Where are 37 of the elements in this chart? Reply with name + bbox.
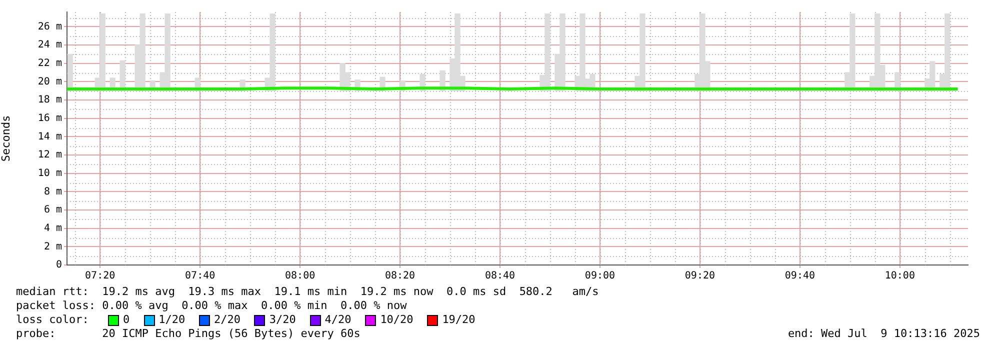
y-tick-label: 12 m <box>38 150 62 161</box>
x-tick-label: 10:00 <box>884 270 915 282</box>
bar <box>120 60 126 92</box>
y-tick-label: 0 <box>56 260 62 271</box>
y-tick-label: 2 m <box>44 241 62 252</box>
x-tick-label: 08:40 <box>484 270 516 282</box>
text: end: Wed Jul 9 10:13:16 2025 <box>788 327 980 340</box>
y-tick-label: 16 m <box>38 112 62 124</box>
y-tick-label: 10 m <box>38 168 62 179</box>
x-tick-label: 08:00 <box>284 270 316 282</box>
y-tick-label: 14 m <box>38 131 62 142</box>
x-tick-label: 07:40 <box>185 270 216 282</box>
y-tick-label: 22 m <box>38 58 62 69</box>
x-tick-label: 09:40 <box>784 270 815 282</box>
y-tick-label: 18 m <box>38 94 62 106</box>
y-tick-label: 4 m <box>44 222 62 234</box>
text: 2/20 <box>214 313 240 326</box>
x-tick-label: 09:00 <box>584 270 616 282</box>
y-tick-label: 24 m <box>38 40 62 51</box>
text: 19/20 <box>442 313 476 326</box>
x-tick-label: 09:20 <box>684 270 716 282</box>
y-tick-label: 6 m <box>44 204 62 216</box>
y-tick-label: 20 m <box>38 76 62 88</box>
text: 1/20 <box>158 313 186 326</box>
x-tick-label: 08:20 <box>384 270 416 282</box>
text: median rtt: 19.2 ms avg 19.3 ms max 19.1 ms min 19.2 ms now 0.0 ms sd 580.2 am/s <box>16 285 599 298</box>
x-tick-label: 07:20 <box>85 270 116 282</box>
y-axis-title: Seconds <box>0 115 12 162</box>
text: probe: 20 ICMP Echo Pings (56 Bytes) every 60s <box>16 327 360 340</box>
y-tick-label: 8 m <box>44 186 62 198</box>
text: 3/20 <box>269 313 296 326</box>
text: packet loss: 0.00 % avg 0.00 % max 0.00 % min 0.00 % now <box>16 299 407 312</box>
text: 4/20 <box>324 313 352 326</box>
y-tick-label: 26 m <box>38 21 62 32</box>
text: 0 <box>123 313 130 326</box>
text: 10/20 <box>380 313 414 326</box>
text: loss color: <box>16 313 89 326</box>
